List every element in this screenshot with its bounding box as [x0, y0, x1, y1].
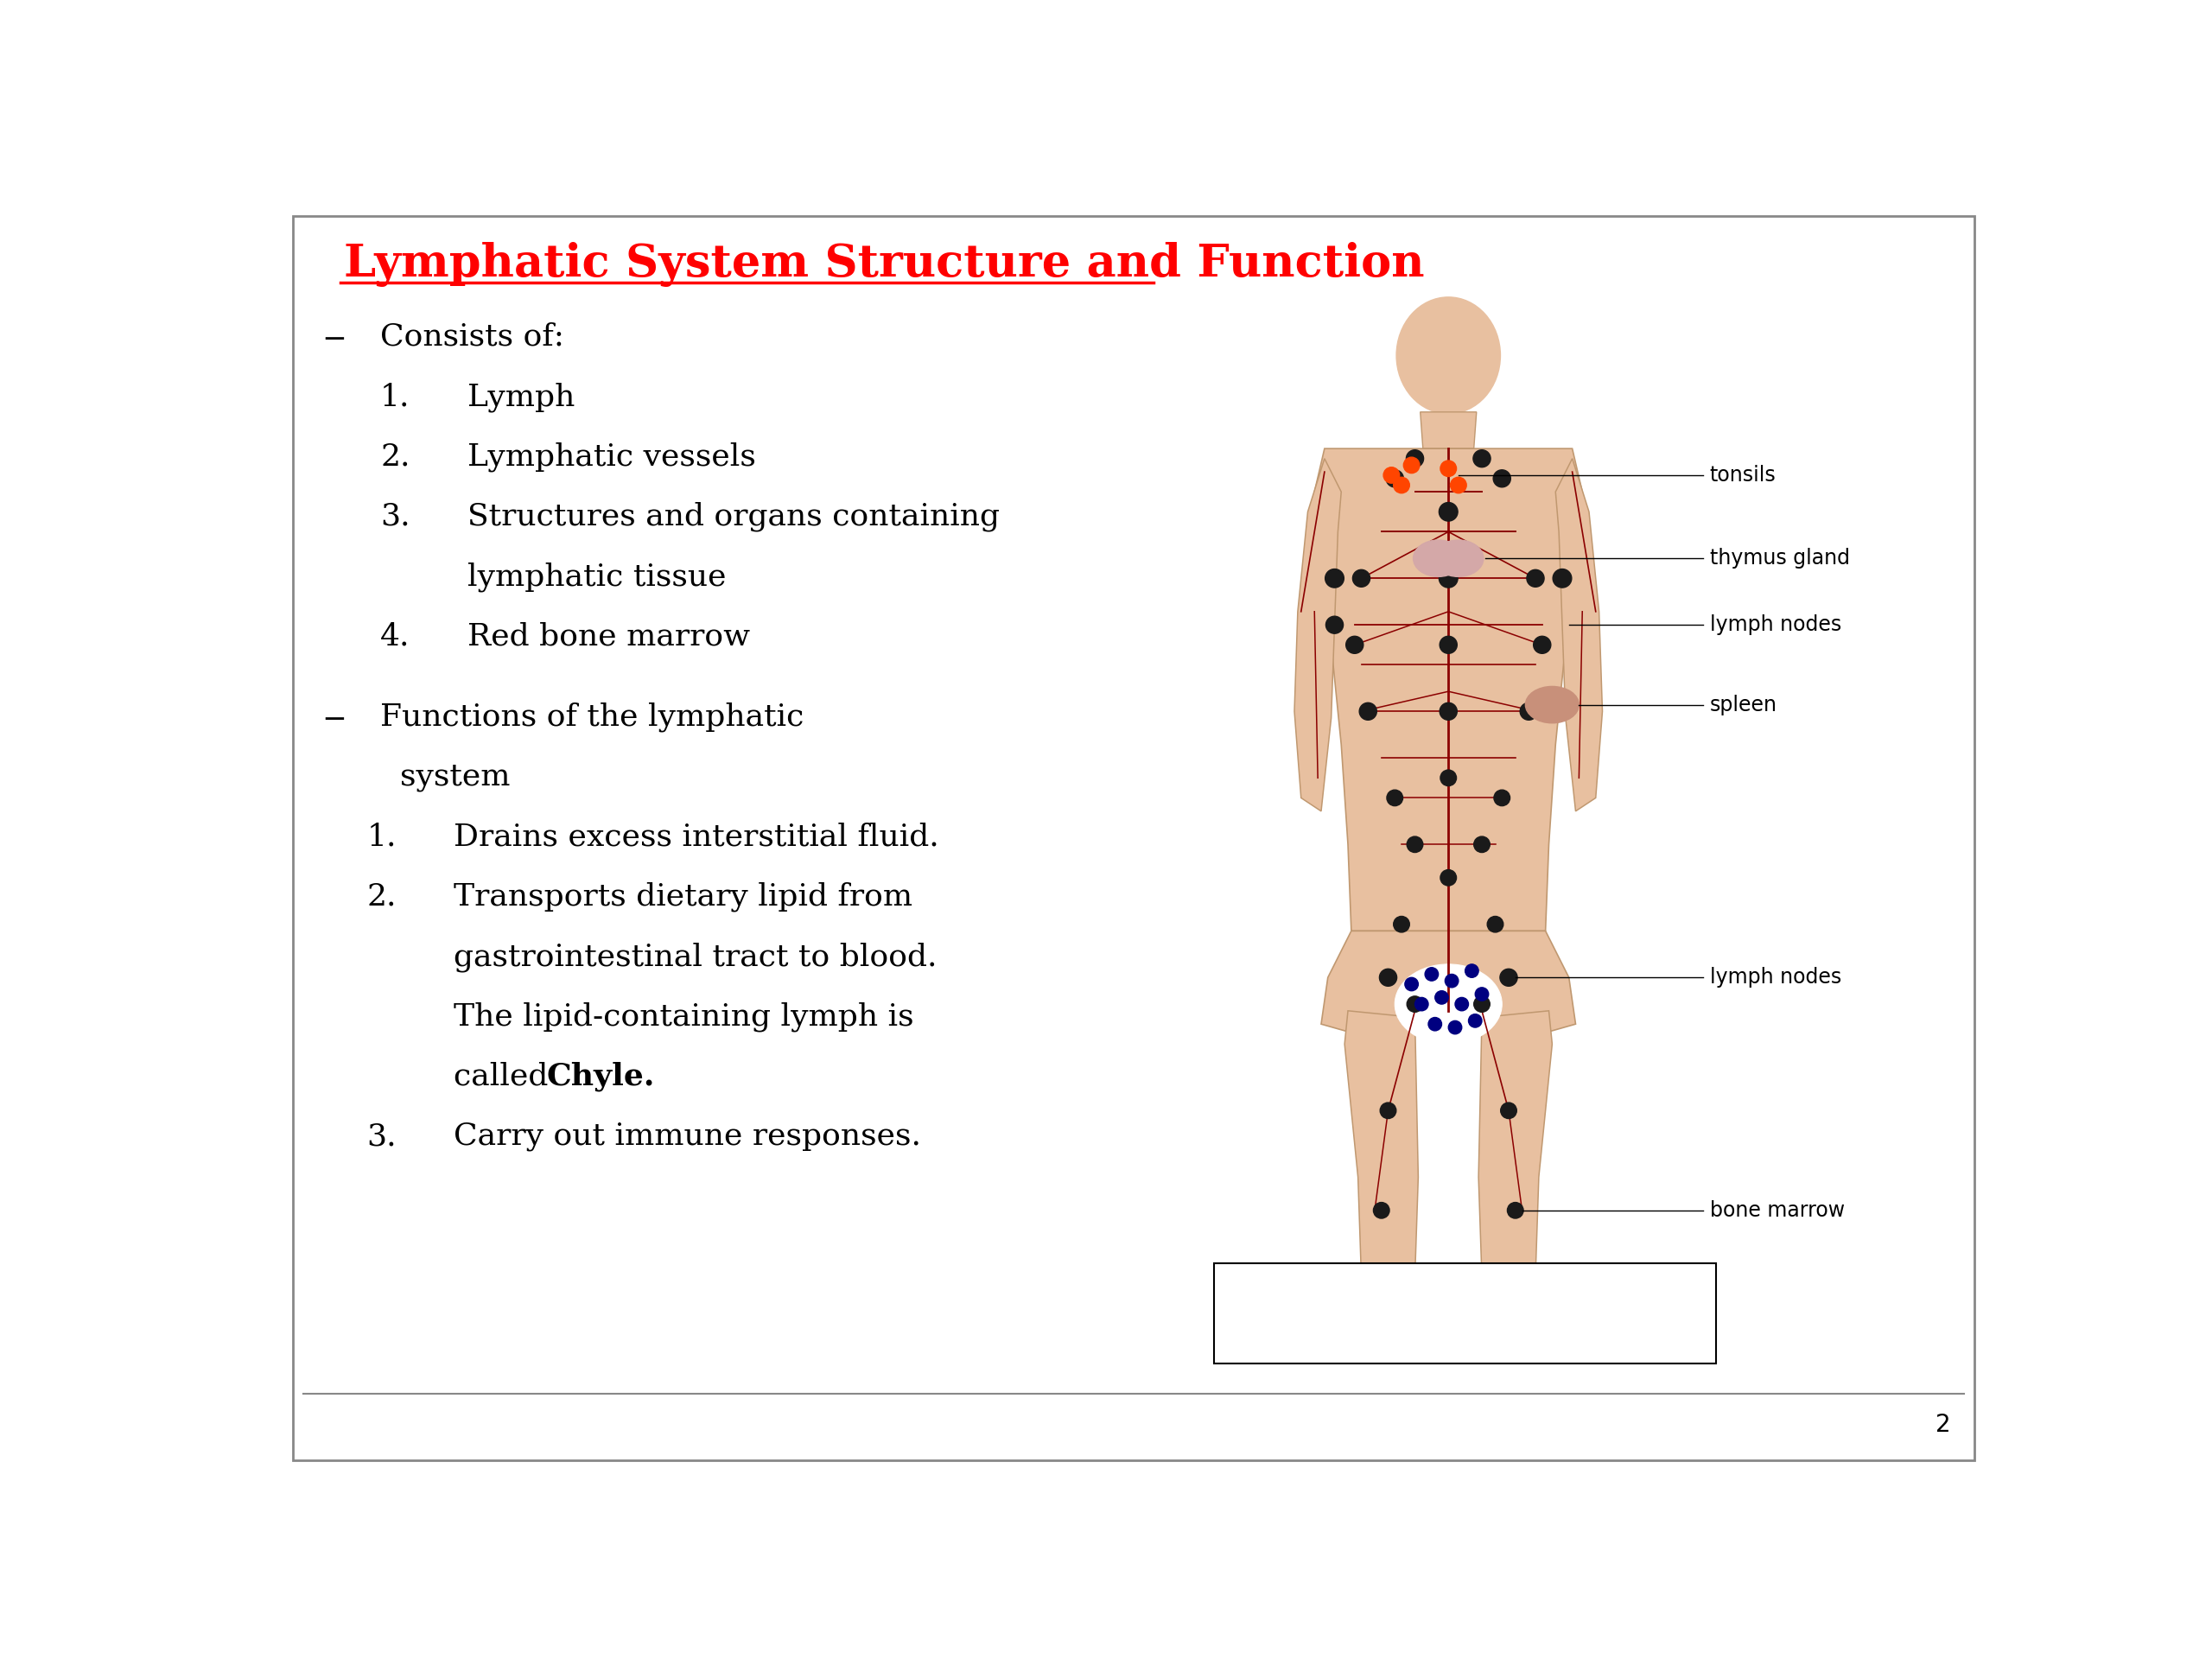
Text: Functions of the lymphatic: Functions of the lymphatic [380, 702, 803, 732]
Circle shape [1416, 997, 1429, 1010]
Text: system: system [400, 761, 511, 791]
Circle shape [1526, 569, 1544, 587]
Circle shape [1440, 703, 1458, 720]
Text: Lymph: Lymph [467, 382, 575, 411]
Text: 3.: 3. [367, 1121, 396, 1151]
Text: Drains excess interstitial fluid.: Drains excess interstitial fluid. [453, 823, 940, 851]
Polygon shape [1314, 448, 1582, 931]
Circle shape [1473, 995, 1491, 1012]
Text: Chyle.: Chyle. [546, 1062, 655, 1092]
Text: 4.: 4. [380, 622, 409, 650]
Circle shape [1394, 916, 1409, 932]
Text: Lymphatic System Structure and Function: Lymphatic System Structure and Function [343, 242, 1425, 287]
Text: gastrointestinal tract to blood.: gastrointestinal tract to blood. [453, 942, 938, 972]
Circle shape [1380, 1103, 1396, 1118]
Text: 3.: 3. [380, 501, 409, 531]
Ellipse shape [1433, 541, 1484, 577]
Circle shape [1407, 450, 1425, 468]
Ellipse shape [1396, 964, 1502, 1044]
Circle shape [1455, 997, 1469, 1010]
Circle shape [1500, 969, 1517, 985]
Text: Carry out immune responses.: Carry out immune responses. [453, 1121, 922, 1151]
Circle shape [1345, 635, 1363, 654]
Circle shape [1440, 869, 1455, 886]
Text: 1.: 1. [380, 382, 409, 411]
Circle shape [1405, 458, 1420, 473]
Circle shape [1486, 916, 1504, 932]
Circle shape [1382, 468, 1400, 483]
Text: Consists of:: Consists of: [380, 322, 564, 352]
Text: bone marrow: bone marrow [1710, 1199, 1845, 1221]
Text: ‒: ‒ [323, 702, 345, 735]
Text: Red bone marrow: Red bone marrow [467, 622, 750, 650]
Text: spleen: spleen [1710, 695, 1776, 715]
Text: ‒: ‒ [323, 322, 345, 353]
Circle shape [1374, 1203, 1389, 1218]
Circle shape [1360, 703, 1376, 720]
FancyBboxPatch shape [1214, 1264, 1717, 1364]
Text: The lipid-containing lymph is: The lipid-containing lymph is [453, 1002, 914, 1032]
Text: 2: 2 [1936, 1412, 1951, 1437]
Circle shape [1493, 469, 1511, 488]
Text: Structures and organs containing: Structures and organs containing [467, 501, 1000, 531]
Text: lymph nodes: lymph nodes [1710, 967, 1840, 987]
Text: called: called [453, 1062, 557, 1092]
Text: lymphatic tissue: lymphatic tissue [467, 562, 726, 592]
Circle shape [1473, 450, 1491, 468]
Circle shape [1440, 635, 1458, 654]
Circle shape [1520, 703, 1537, 720]
Circle shape [1429, 1017, 1442, 1030]
Circle shape [1464, 964, 1478, 977]
Circle shape [1506, 1203, 1524, 1218]
Polygon shape [1321, 931, 1575, 1037]
Circle shape [1405, 977, 1418, 990]
Circle shape [1407, 995, 1422, 1012]
Text: 2.: 2. [380, 441, 409, 471]
Polygon shape [1294, 458, 1340, 811]
Circle shape [1436, 990, 1449, 1004]
Circle shape [1440, 503, 1458, 521]
Polygon shape [1478, 1010, 1553, 1277]
Polygon shape [1345, 1010, 1418, 1277]
Circle shape [1352, 569, 1369, 587]
Circle shape [1553, 569, 1571, 587]
Circle shape [1449, 1020, 1462, 1034]
Text: lymph nodes: lymph nodes [1710, 614, 1840, 635]
Circle shape [1440, 569, 1458, 587]
Circle shape [1325, 569, 1345, 587]
Ellipse shape [1396, 297, 1500, 413]
Circle shape [1440, 461, 1455, 476]
Circle shape [1451, 478, 1467, 493]
Circle shape [1475, 987, 1489, 1000]
Circle shape [1440, 770, 1455, 786]
Circle shape [1387, 469, 1405, 488]
Circle shape [1380, 969, 1396, 985]
Circle shape [1500, 1103, 1517, 1118]
Text: Lymphatic vessels: Lymphatic vessels [467, 441, 757, 471]
Circle shape [1469, 1014, 1482, 1027]
Circle shape [1425, 967, 1438, 980]
Polygon shape [1555, 458, 1601, 811]
Circle shape [1394, 478, 1409, 493]
Circle shape [1444, 974, 1458, 987]
Circle shape [1473, 836, 1491, 853]
Text: thymus gland: thymus gland [1710, 547, 1849, 569]
Circle shape [1325, 615, 1343, 634]
Text: Fig.1: Components of the: Fig.1: Components of the [1223, 1271, 1517, 1294]
Text: 1.: 1. [367, 823, 396, 851]
Text: tonsils: tonsils [1710, 465, 1776, 486]
Text: 2.: 2. [367, 883, 396, 911]
Circle shape [1407, 836, 1422, 853]
Ellipse shape [1526, 687, 1579, 723]
Circle shape [1387, 790, 1402, 806]
Circle shape [1533, 635, 1551, 654]
Polygon shape [1420, 411, 1478, 448]
Ellipse shape [1413, 541, 1464, 577]
Text: Transports dietary lipid from: Transports dietary lipid from [453, 883, 914, 912]
Text: lymphatic system.: lymphatic system. [1223, 1319, 1433, 1340]
Circle shape [1493, 790, 1511, 806]
